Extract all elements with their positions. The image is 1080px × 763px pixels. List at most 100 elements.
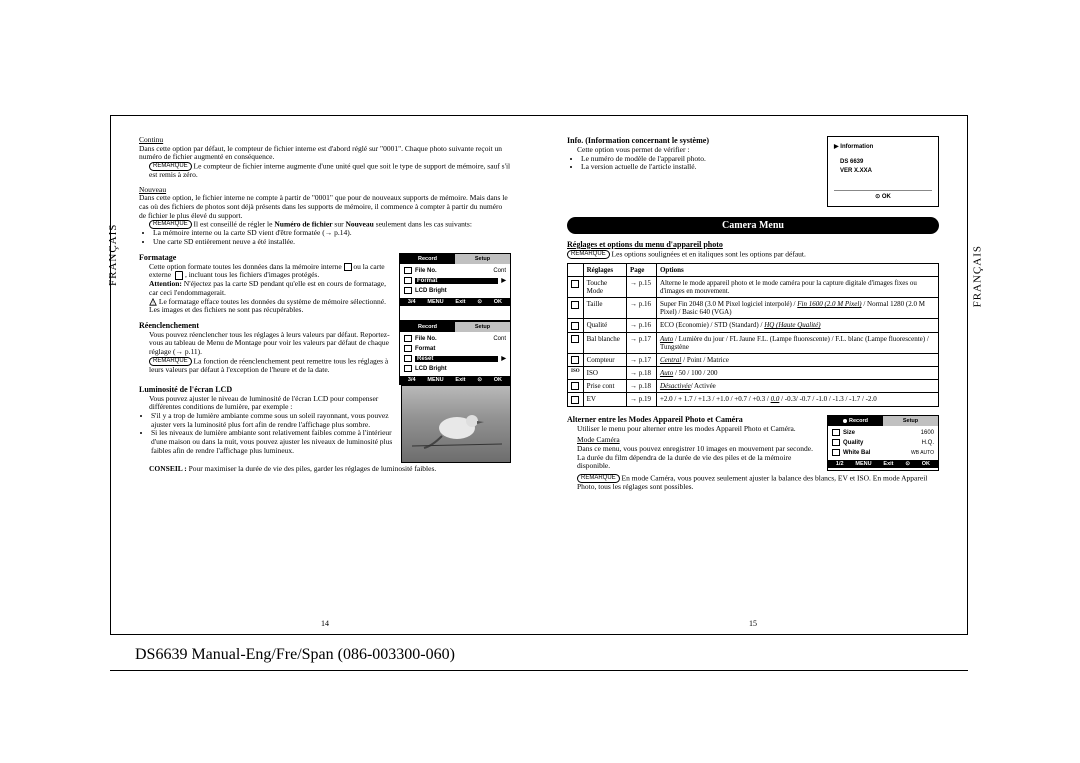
- setting-icon: [571, 301, 579, 309]
- setting-icon: [571, 322, 579, 330]
- document-footer-title: DS6639 Manual-Eng/Fre/Span (086-003300-0…: [135, 646, 455, 664]
- alt-subbody: Dans ce menu, vous pouvez enregistrer 10…: [567, 445, 821, 471]
- settings-subtitle: Réglages et options du menu d'appareil p…: [567, 240, 939, 249]
- alt-remark: REMARQUE En mode Caméra, vous pouvez seu…: [567, 474, 939, 492]
- record-dot-icon: [843, 419, 847, 423]
- col-page: Page: [626, 264, 656, 277]
- footer-rule: [110, 670, 968, 671]
- formatage-body: Cette option formate toutes les données …: [139, 263, 393, 281]
- table-row: Compteur→ p.17Central / Point / Matrice: [568, 353, 939, 366]
- row-icon: [568, 298, 584, 319]
- info-title: Info. (Information concernant le système…: [567, 136, 827, 145]
- section-continu: Continu Dans cette option par défaut, le…: [139, 136, 511, 180]
- arrow-right-icon: ▶: [501, 355, 506, 362]
- section-lcdbright-row: Luminosité de l'écran LCD Vous pouvez aj…: [139, 385, 511, 463]
- section-alt-row: Alterner entre les Modes Appareil Photo …: [567, 415, 939, 471]
- section-formatage: Formatage Cette option formate toutes le…: [139, 253, 393, 315]
- list-item: S'il y a trop de lumière ambiante comme …: [151, 412, 395, 429]
- language-tab-right: FRANÇAIS: [971, 245, 983, 307]
- row-icon: [568, 353, 584, 366]
- lcd-tab-record: Record: [400, 322, 455, 332]
- table-row: Taille→ p.16Super Fin 2048 (3.0 M Pixel …: [568, 298, 939, 319]
- cell-page: → p.17: [626, 353, 656, 366]
- cell-options: Auto / 50 / 100 / 200: [656, 366, 938, 379]
- cell-reglage: ISO: [583, 366, 626, 379]
- menu-icon: [832, 439, 840, 446]
- menu-icon: [404, 345, 412, 352]
- cell-reglage: EV: [583, 393, 626, 406]
- cell-options: Alterne le mode appareil photo et le mod…: [656, 277, 938, 298]
- cell-reglage: Bal blanche: [583, 332, 626, 353]
- remark-bold: Nouveau: [345, 220, 373, 229]
- col-options: Options: [656, 264, 938, 277]
- row-icon: [568, 379, 584, 392]
- row-icon: [568, 319, 584, 332]
- reencl-remark: REMARQUE La fonction de réenclenchement …: [139, 357, 393, 375]
- alt-title: Alterner entre les Modes Appareil Photo …: [567, 415, 821, 424]
- section-reencl-row: Réenclenchement Vous pouvez réenclencher…: [139, 321, 511, 385]
- list-item: La version actuelle de l'article install…: [581, 163, 827, 172]
- cell-page: → p.18: [626, 366, 656, 379]
- cell-reglage: Touche Mode: [583, 277, 626, 298]
- info-head: ▶ Information: [834, 143, 932, 150]
- lcd-mock-format: Record Setup File No.Cont Format▶ LCD Br…: [399, 253, 511, 321]
- table-row: Bal blanche→ p.17Auto / Lumière du jour …: [568, 332, 939, 353]
- remark-bold: Numéro de fichier: [274, 220, 332, 229]
- cell-reglage: Compteur: [583, 353, 626, 366]
- camera-menu-header: Camera Menu: [567, 217, 939, 234]
- info-lcd-box: ▶ Information DS 6639 VER X.XXA ⊙ OK: [827, 136, 939, 207]
- table-row: Touche Mode→ p.15Alterne le mode apparei…: [568, 277, 939, 298]
- section-info-row: Info. (Information concernant le système…: [567, 136, 939, 207]
- info-model: DS 6639: [840, 158, 932, 167]
- section-nouveau: Nouveau Dans cette option, le fichier in…: [139, 186, 511, 247]
- cell-page: → p.16: [626, 298, 656, 319]
- lcdbright-title: Luminosité de l'écran LCD: [139, 385, 395, 394]
- remark-badge: REMARQUE: [567, 250, 610, 259]
- section-reenclenchement: Réenclenchement Vous pouvez réenclencher…: [139, 321, 393, 375]
- table-row: EV→ p.19+2.0 / + 1.7 / +1.3 / +1.0 / +0.…: [568, 393, 939, 406]
- row-icon: [568, 332, 584, 353]
- cell-options: Super Fin 2048 (3.0 M Pixel logiciel int…: [656, 298, 938, 319]
- lcdbright-body: Vous pouvez ajuster le niveau de luminos…: [139, 395, 395, 412]
- nouveau-bullets: La mémoire interne ou la carte SD vient …: [139, 229, 511, 246]
- lcdbright-bullets: S'il y a trop de lumière ambiante comme …: [139, 412, 395, 455]
- list-item: Si les niveaux de lumière ambiante sont …: [151, 429, 395, 455]
- page-15: FRANÇAIS Info. (Information concernant l…: [539, 116, 967, 634]
- lcd-tab-setup: Setup: [883, 416, 938, 426]
- cell-options: Central / Point / Matrice: [656, 353, 938, 366]
- settings-table: Réglages Page Options Touche Mode→ p.15A…: [567, 263, 939, 407]
- table-row: Prise cont→ p.18Désactivée/ Activée: [568, 379, 939, 392]
- language-tab-left: FRANÇAIS: [107, 224, 119, 286]
- memory-icon: [344, 263, 352, 271]
- section-lcd-brightness: Luminosité de l'écran LCD Vous pouvez aj…: [139, 385, 395, 455]
- setting-icon: [571, 335, 579, 343]
- conseil-label: CONSEIL :: [149, 464, 187, 473]
- setting-icon: [571, 382, 579, 390]
- info-foot: ⊙ OK: [834, 190, 932, 200]
- cell-page: → p.17: [626, 332, 656, 353]
- row-icon: [568, 277, 584, 298]
- menu-icon: [404, 335, 412, 342]
- table-row: Qualité→ p.16ECO (Economie) / STD (Stand…: [568, 319, 939, 332]
- cell-page: → p.15: [626, 277, 656, 298]
- lcd-tab-record: Record: [400, 254, 455, 264]
- cell-options: Désactivée/ Activée: [656, 379, 938, 392]
- cell-options: ECO (Economie) / STD (Standard) / HQ (Ha…: [656, 319, 938, 332]
- menu-icon: [404, 365, 412, 372]
- info-bullets: Le numéro de modèle de l'appareil photo.…: [567, 155, 827, 172]
- menu-icon: [404, 287, 412, 294]
- page-14: FRANÇAIS Continu Dans cette option par d…: [111, 116, 539, 634]
- cell-reglage: Prise cont: [583, 379, 626, 392]
- menu-icon: [404, 355, 412, 362]
- page-number-14: 14: [111, 619, 539, 628]
- lcd-mock-reset: Record Setup File No.Cont Format Reset▶ …: [399, 321, 511, 385]
- lcd-tab-setup: Setup: [455, 254, 510, 264]
- cell-reglage: Qualité: [583, 319, 626, 332]
- menu-icon: [404, 277, 412, 284]
- setting-icon: [571, 396, 579, 404]
- cell-page: → p.16: [626, 319, 656, 332]
- nouveau-body: Dans cette option, le fichier interne ne…: [139, 194, 511, 220]
- row-icon: ISO: [568, 366, 584, 379]
- menu-icon: [832, 449, 840, 456]
- info-version: VER X.XXA: [840, 167, 932, 176]
